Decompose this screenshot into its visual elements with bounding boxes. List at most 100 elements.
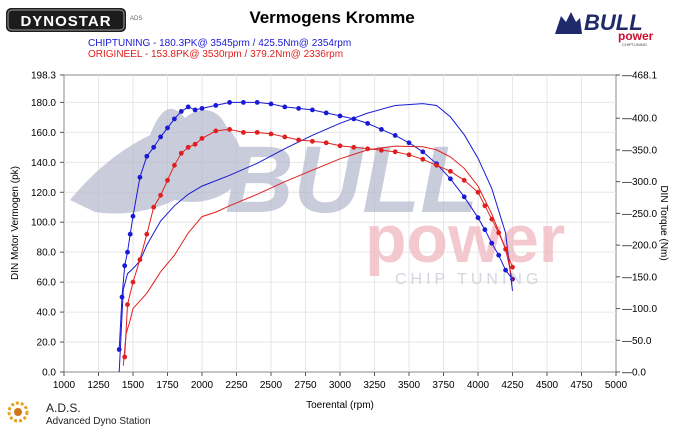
y-tick-label: 20.0 (37, 338, 57, 349)
data-point-origineel-power (379, 147, 384, 153)
data-point-chiptuning-power (192, 107, 198, 113)
data-point-chiptuning-power (475, 215, 481, 221)
data-point-chiptuning-power (268, 101, 274, 107)
data-point-chiptuning-power (119, 294, 125, 300)
y2-tick-label: —250.0 (622, 209, 657, 220)
y2-tick-label: —300.0 (622, 177, 657, 188)
data-point-chiptuning-power (144, 153, 150, 159)
ads-logo: A.D.S. Advanced Dyno Station (7, 401, 151, 427)
data-point-chiptuning-power (116, 347, 122, 352)
x-tick-label: 2000 (191, 380, 214, 391)
data-point-origineel-power (496, 230, 502, 236)
data-point-chiptuning-power (254, 100, 260, 105)
data-point-chiptuning-power (337, 113, 343, 119)
data-point-origineel-power (178, 150, 184, 156)
data-point-chiptuning-power (213, 103, 219, 108)
y2-tick-label: —200.0 (622, 241, 657, 252)
y-axis-left-ticks: 0.0 20.0 40.0 60.0 80.0 100.0 120.0 140.0 160.0 1… (31, 71, 64, 379)
data-point-origineel-power (392, 149, 398, 155)
x-tick-label: 4750 (570, 380, 593, 391)
data-point-chiptuning-power (496, 252, 502, 258)
dynostar-logo-suffix: ADS (130, 16, 142, 22)
x-tick-label: 5000 (605, 380, 628, 391)
y-tick-label: 0.0 (42, 368, 56, 379)
data-point-chiptuning-power (241, 100, 246, 105)
x-axis-label: Toerental (rpm) (306, 400, 374, 411)
data-point-origineel-power (448, 168, 453, 174)
data-point-chiptuning-power (323, 110, 329, 116)
data-point-chiptuning-power (420, 149, 426, 155)
data-point-chiptuning-power (406, 140, 412, 146)
data-point-origineel-power (192, 141, 198, 147)
x-tick-label: 3250 (363, 380, 386, 391)
data-point-origineel-power (365, 146, 370, 152)
data-point-chiptuning-power (351, 116, 357, 122)
data-point-origineel-power (503, 246, 508, 252)
x-axis-ticks: 1000 1250 1500 1750 2000 2250 2500 2750 3000 3250… (53, 372, 628, 391)
bullpower-logo-sub: power (618, 29, 654, 43)
data-point-chiptuning-power (130, 213, 136, 219)
data-point-origineel-power (227, 126, 233, 132)
watermark-chiptuning: CHIP TUNING (395, 271, 542, 288)
data-point-origineel-power (213, 128, 219, 134)
data-point-chiptuning-power (392, 133, 398, 138)
x-tick-label: 1000 (53, 380, 76, 391)
data-point-origineel-power (185, 144, 191, 150)
y-tick-label: 120.0 (31, 188, 56, 199)
watermark-power: power (365, 201, 565, 277)
data-point-origineel-power (510, 264, 515, 270)
data-point-origineel-power (158, 192, 164, 198)
data-point-origineel-power (282, 134, 288, 140)
ads-logo-text: A.D.S. (46, 401, 81, 415)
x-tick-label: 4500 (536, 380, 559, 391)
data-point-origineel-power (323, 140, 329, 146)
data-point-origineel-power (199, 136, 205, 141)
x-tick-label: 3750 (432, 380, 455, 391)
data-point-origineel-power (475, 189, 481, 195)
data-point-origineel-power (296, 137, 301, 143)
data-point-chiptuning-power (165, 125, 170, 131)
y-tick-label: 60.0 (37, 278, 57, 289)
data-point-chiptuning-power (448, 176, 453, 182)
dynostar-logo-text: DYNOSTAR (20, 13, 111, 30)
y2-tick-label: —0.0 (622, 368, 646, 379)
y-tick-label: 198.3 (31, 71, 56, 82)
y-tick-label: 40.0 (37, 308, 57, 319)
y-tick-label: 100.0 (31, 218, 56, 229)
data-point-origineel-power (420, 156, 426, 162)
y-axis-right-label: DIN Torque (Nm) (658, 185, 669, 260)
y2-tick-label: —150.0 (622, 272, 657, 283)
data-point-chiptuning-power (296, 106, 301, 111)
data-point-chiptuning-power (127, 231, 133, 237)
data-point-chiptuning-power (489, 240, 495, 246)
x-tick-label: 1250 (87, 380, 110, 391)
ads-swirl-icon (7, 401, 29, 423)
x-tick-label: 2500 (260, 380, 283, 391)
y-tick-label: 80.0 (37, 248, 57, 259)
data-point-origineel-power (406, 152, 412, 158)
data-point-origineel-power (241, 130, 246, 135)
data-point-origineel-power (172, 162, 177, 168)
bullpower-logo-tag: CHIPTUNING (622, 42, 647, 47)
series-layer (116, 100, 515, 373)
data-point-chiptuning-power (503, 267, 508, 273)
data-point-origineel-power (489, 216, 495, 222)
data-point-origineel-power (351, 144, 357, 150)
series-line-origineel-torque (122, 145, 513, 366)
data-point-chiptuning-power (137, 174, 143, 180)
x-tick-label: 4000 (467, 380, 490, 391)
legend-origineel: ORIGINEEL - 153.8PK@ 3530rpm / 379.2Nm@ … (88, 49, 343, 60)
data-point-chiptuning-power (178, 109, 184, 114)
x-tick-label: 1750 (156, 380, 179, 391)
x-tick-label: 2250 (225, 380, 248, 391)
data-point-origineel-power (461, 177, 467, 183)
watermark-bull: BULL (225, 127, 478, 233)
y-axis-right-ticks: —0.0 —50.0 —100.0 —150.0 —200.0 —250.0 —300.0 —… (616, 71, 657, 379)
data-point-chiptuning-power (199, 106, 205, 111)
data-point-origineel-power (337, 143, 343, 149)
data-point-origineel-power (125, 302, 130, 307)
y2-tick-label: —50.0 (622, 336, 652, 347)
series-line-origineel-power (124, 128, 513, 358)
y2-tick-label: —400.0 (622, 114, 657, 125)
y-tick-label: 140.0 (31, 158, 56, 169)
